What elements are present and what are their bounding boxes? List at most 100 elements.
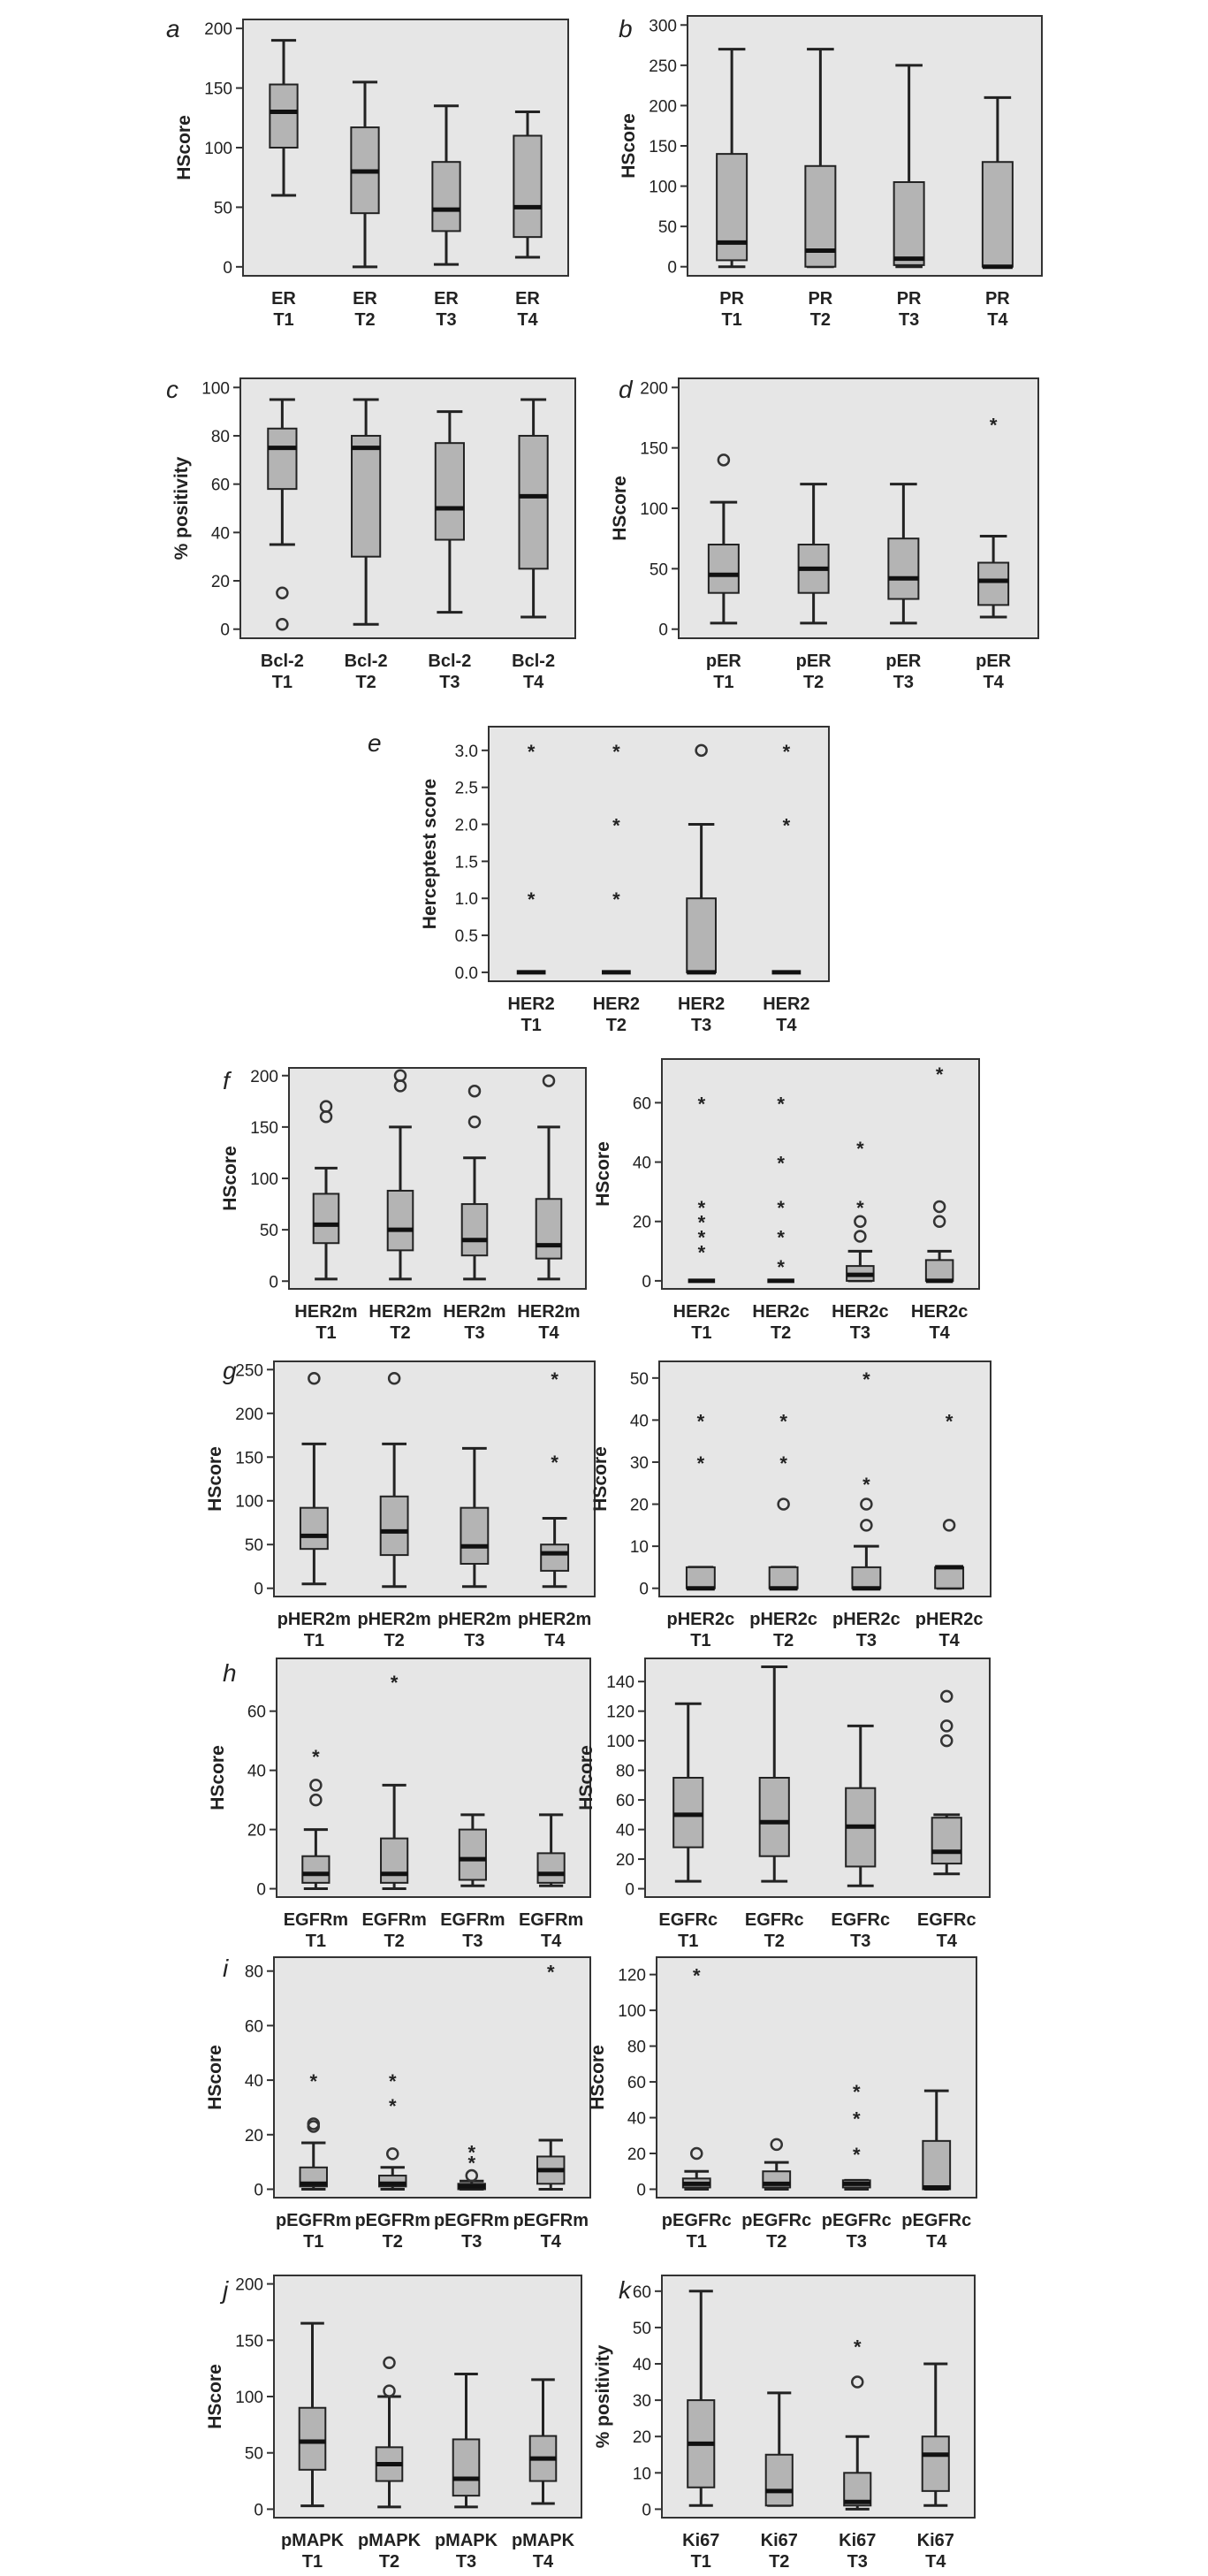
extreme-point: * — [779, 1410, 787, 1432]
x-tick-label: T1 — [721, 310, 741, 330]
x-tick-label: EGFRm — [440, 1910, 505, 1930]
extreme-point: * — [389, 2095, 397, 2117]
extreme-point: * — [783, 815, 791, 837]
box-pHER2c-T1 — [685, 1566, 716, 1589]
panel-letter-f-left: f — [223, 1067, 232, 1094]
y-tick-label-h-right: 80 — [616, 1763, 634, 1781]
x-tick-label: HER2 — [507, 995, 554, 1014]
extreme-point: * — [853, 2081, 861, 2103]
y-axis-label-f-right: HScore — [593, 1141, 613, 1207]
x-tick-label: Bcl-2 — [261, 652, 304, 671]
box-HER2m-T3 — [460, 1203, 489, 1257]
x-tick-label: T2 — [764, 1932, 785, 1951]
y-tick-label-b: 300 — [649, 17, 677, 35]
y-tick-label-h-right: 40 — [616, 1822, 634, 1841]
outlier-point — [276, 617, 289, 631]
extreme-point: * — [777, 1197, 785, 1219]
y-tick-label-h-right: 0 — [625, 1881, 634, 1900]
y-tick-label-b: 100 — [649, 179, 677, 197]
x-tick-label: ER — [353, 289, 377, 309]
y-tick-label-j: 200 — [235, 2276, 263, 2295]
extreme-point: * — [391, 1672, 399, 1694]
y-tick-label-h-left: 0 — [256, 1881, 266, 1900]
x-tick-label: T1 — [315, 1323, 336, 1343]
box-HER2m-T4 — [535, 1198, 563, 1260]
y-tick-label-j: 150 — [235, 2332, 263, 2351]
y-tick-label-j: 50 — [245, 2445, 263, 2464]
x-tick-label: pHER2c — [749, 1610, 817, 1629]
box-pHER2c-T2 — [768, 1566, 799, 1589]
y-axis-label-j: HScore — [205, 2364, 225, 2429]
y-tick-label-e: 0.5 — [455, 927, 478, 946]
x-tick-label: ER — [515, 289, 540, 309]
y-tick-label-a: 200 — [204, 20, 232, 39]
box-EGFRm-T4 — [536, 1852, 566, 1884]
box-pMAPK-T1 — [298, 2406, 327, 2471]
panel-letter-e: e — [368, 729, 382, 757]
outlier-point — [386, 2147, 399, 2161]
box-HER2m-T1 — [312, 1193, 340, 1245]
x-tick-label: EGFRm — [361, 1910, 426, 1930]
y-axis-label-b: HScore — [619, 113, 639, 179]
box-HER2m-T2 — [386, 1189, 414, 1252]
x-tick-label: Ki67 — [839, 2531, 876, 2550]
x-tick-label: T4 — [987, 310, 1008, 330]
box-ER-T3 — [431, 161, 461, 232]
x-tick-label: PR — [897, 289, 922, 309]
x-tick-label: pEGFRc — [822, 2211, 892, 2230]
panel-letter-c: c — [166, 376, 179, 403]
outlier-point — [932, 1200, 946, 1214]
x-tick-label: pHER2m — [277, 1610, 351, 1629]
x-tick-label: T3 — [439, 673, 460, 692]
box-pHER2c-T3 — [851, 1566, 882, 1589]
y-tick-label-c: 80 — [211, 428, 230, 446]
box-ER-T1 — [269, 83, 299, 149]
x-tick-label: EGFRm — [284, 1910, 348, 1930]
y-tick-label-c: 0 — [220, 621, 230, 640]
y-axis-label-g-left: HScore — [205, 1446, 225, 1512]
box-Bcl-2-T1 — [267, 427, 298, 491]
panel-letter-h-left: h — [223, 1659, 237, 1687]
y-tick-label-d: 50 — [650, 560, 668, 579]
box-HER2-T3 — [686, 897, 717, 973]
panel-letter-k: k — [619, 2276, 633, 2304]
y-tick-label-i-left: 0 — [254, 2181, 263, 2199]
box-PR-T4 — [981, 161, 1014, 268]
y-tick-label-g-right: 0 — [639, 1581, 649, 1599]
x-tick-label: HER2m — [443, 1302, 505, 1322]
y-tick-label-g-right: 10 — [630, 1538, 649, 1557]
x-tick-label: T4 — [926, 2232, 947, 2252]
extreme-point: * — [693, 1965, 701, 1987]
outlier-point — [940, 1734, 953, 1748]
extreme-point: * — [856, 1138, 864, 1160]
extreme-point: * — [698, 1212, 706, 1234]
x-tick-label: T1 — [520, 1016, 541, 1035]
x-tick-label: T3 — [464, 1631, 484, 1650]
outlier-point — [308, 1371, 321, 1385]
y-tick-label-f-left: 50 — [260, 1222, 278, 1240]
outlier-point — [319, 1110, 333, 1124]
extreme-point: * — [551, 1452, 558, 1474]
extreme-point: * — [990, 414, 998, 436]
box-EGFRc-T4 — [931, 1817, 962, 1865]
outlier-point — [854, 1215, 867, 1228]
panel-letter-g-left: g — [223, 1357, 237, 1384]
extreme-point: * — [312, 1746, 320, 1768]
outlier-point — [309, 1779, 323, 1792]
extreme-point: * — [862, 1474, 870, 1496]
box-pHER2m-T4 — [540, 1543, 570, 1572]
x-tick-label: T2 — [606, 1016, 627, 1035]
outlier-point — [695, 743, 708, 758]
y-tick-label-i-left: 20 — [245, 2127, 263, 2145]
y-tick-label-i-right: 60 — [627, 2074, 646, 2092]
outlier-point — [383, 2384, 396, 2397]
x-tick-label: T3 — [847, 2232, 867, 2252]
y-tick-label-i-right: 20 — [627, 2145, 646, 2164]
y-tick-label-g-left: 250 — [235, 1361, 263, 1380]
y-tick-label-k: 20 — [633, 2428, 651, 2447]
x-tick-label: T4 — [937, 1932, 958, 1951]
outlier-point — [940, 1689, 953, 1703]
extreme-point: * — [779, 1452, 787, 1475]
y-axis-label-k: % positivity — [593, 2344, 613, 2448]
y-tick-label-g-left: 50 — [245, 1536, 263, 1555]
